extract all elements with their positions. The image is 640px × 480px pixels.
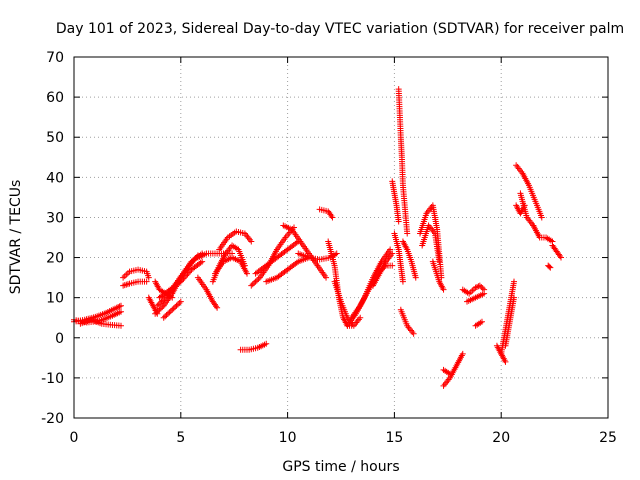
x-axis-title: GPS time / hours xyxy=(282,459,399,475)
series-seg-f2 xyxy=(316,206,336,221)
series-seg-i2 xyxy=(419,222,443,265)
x-tick-label: 0 xyxy=(70,430,79,446)
y-tick-label: 40 xyxy=(46,170,64,186)
scatter-markers xyxy=(549,242,565,261)
scatter-markers xyxy=(459,282,488,297)
scatter-markers xyxy=(331,278,364,329)
series-seg-l3 xyxy=(502,294,518,349)
series-seg-h4 xyxy=(399,238,419,281)
series-seg-m6 xyxy=(513,202,528,217)
y-tick-label: 30 xyxy=(46,210,64,226)
series-seg-c5 xyxy=(160,298,184,321)
scatter-markers xyxy=(152,278,176,301)
series-seg-m3 xyxy=(530,222,556,245)
series-seg-f3 xyxy=(325,238,355,329)
series-seg-m4 xyxy=(549,242,565,261)
scatter-markers xyxy=(216,228,255,253)
series-seg-f4 xyxy=(331,278,364,329)
y-axis-title: SDTVAR / TECUs xyxy=(8,180,24,295)
scatter-markers xyxy=(545,262,554,271)
series-seg-h5 xyxy=(397,306,417,337)
scatter-markers xyxy=(440,366,453,377)
scatter-markers xyxy=(160,298,184,321)
y-tick-label: 0 xyxy=(55,331,64,347)
y-tick-label: 50 xyxy=(46,130,64,146)
series-seg-a3 xyxy=(77,316,124,329)
series-seg-h2 xyxy=(391,230,406,285)
scatter-markers xyxy=(252,238,302,277)
scatter-markers xyxy=(440,350,466,389)
scatter-markers xyxy=(316,206,336,221)
series-seg-h1 xyxy=(389,178,402,225)
series-seg-g3 xyxy=(370,250,396,289)
scatter-markers xyxy=(370,250,396,289)
scatter-markers xyxy=(325,238,355,329)
y-tick-label: 70 xyxy=(46,50,64,66)
y-tick-label: 10 xyxy=(46,291,64,307)
series-seg-e3 xyxy=(252,238,302,277)
scatter-markers xyxy=(399,238,419,281)
series-seg-c4 xyxy=(152,278,176,301)
x-tick-label: 15 xyxy=(385,430,403,446)
scatter-markers xyxy=(120,278,150,289)
x-tick-label: 25 xyxy=(599,430,617,446)
x-tick-label: 20 xyxy=(492,430,510,446)
scatter-markers xyxy=(348,262,396,321)
series-seg-b1 xyxy=(120,266,152,281)
scatter-markers xyxy=(397,306,417,337)
x-tick-label: 5 xyxy=(176,430,185,446)
y-tick-label: -20 xyxy=(41,411,64,427)
scatter-markers xyxy=(120,266,152,281)
series-seg-h3 xyxy=(395,86,411,237)
series-seg-d4 xyxy=(216,228,255,253)
series-seg-e1 xyxy=(237,340,270,353)
series-seg-b2 xyxy=(120,278,150,289)
scatter-markers xyxy=(237,340,270,353)
scatter-markers xyxy=(419,222,443,265)
y-tick-label: 60 xyxy=(46,90,64,106)
series-seg-m1 xyxy=(513,162,545,221)
series-seg-g2 xyxy=(348,262,396,321)
series-seg-j2 xyxy=(440,366,453,377)
series-seg-i3 xyxy=(429,258,447,293)
series-seg-d5 xyxy=(211,254,251,277)
series-seg-k1 xyxy=(459,282,488,297)
scatter-markers xyxy=(194,274,221,311)
y-tick-label: -10 xyxy=(41,371,64,387)
chart-title: Day 101 of 2023, Sidereal Day-to-day VTE… xyxy=(56,21,624,37)
scatter-markers xyxy=(513,162,545,221)
x-axis-ticks: 0 5 10 15 20 25 xyxy=(70,57,617,446)
scatter-markers xyxy=(211,254,251,277)
x-tick-label: 10 xyxy=(279,430,297,446)
series-seg-m5 xyxy=(545,262,554,271)
series-seg-k2 xyxy=(464,290,488,305)
plot-frame xyxy=(73,56,609,419)
scatter-markers xyxy=(502,294,518,349)
scatter-markers xyxy=(429,258,447,293)
series-seg-j1 xyxy=(440,350,466,389)
scatter-markers xyxy=(395,86,411,237)
scatter-markers xyxy=(77,316,124,329)
y-axis-ticks: -20 -10 0 10 20 30 40 50 60 70 xyxy=(41,50,608,427)
scatter-markers xyxy=(472,318,485,329)
scatter-markers xyxy=(389,178,402,225)
scatter-markers xyxy=(530,222,556,245)
series-seg-k3 xyxy=(472,318,485,329)
scatter-markers xyxy=(464,290,488,305)
series-seg-d2 xyxy=(194,274,221,311)
grid-lines xyxy=(74,57,608,418)
y-tick-label: 20 xyxy=(46,251,64,267)
scatter-markers xyxy=(391,230,406,285)
data-points xyxy=(71,86,565,389)
scatter-markers xyxy=(513,202,528,217)
